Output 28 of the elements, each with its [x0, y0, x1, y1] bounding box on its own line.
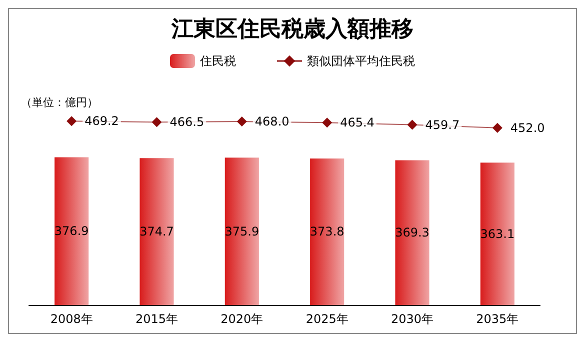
- x-tick-label: 2015年: [135, 312, 178, 326]
- point: [492, 122, 502, 133]
- legend-label: 類似団体平均住民税: [307, 54, 415, 68]
- legend-label: 住民税: [199, 54, 236, 68]
- chart-title: 江東区住民税歳入額推移: [170, 16, 414, 42]
- data-label: 374.7: [140, 224, 174, 239]
- point: [66, 116, 77, 126]
- y-axis-title: （単位：億円）: [21, 96, 98, 109]
- x-tick-label: 2008年: [50, 312, 93, 326]
- x-tick-label: 2035年: [476, 312, 519, 326]
- data-label: 373.8: [310, 224, 344, 239]
- data-label: 459.7: [425, 118, 460, 132]
- point: [152, 117, 162, 128]
- x-tick-label: 2025年: [306, 312, 348, 326]
- data-label: 469.2: [84, 114, 119, 128]
- data-label: 376.9: [54, 224, 89, 238]
- data-label: 375.9: [224, 224, 260, 238]
- data-label: 363.1: [480, 226, 515, 241]
- data-label: 369.3: [395, 226, 430, 240]
- data-label: 466.5: [170, 115, 204, 130]
- data-label: 468.0: [254, 114, 290, 129]
- point: [236, 116, 247, 127]
- x-tick-label: 2020年: [220, 312, 264, 326]
- data-label: 452.0: [510, 120, 545, 135]
- data-label: 465.4: [340, 116, 374, 130]
- point: [407, 120, 418, 130]
- x-tick-label: 2030年: [390, 312, 434, 326]
- point: [322, 118, 332, 128]
